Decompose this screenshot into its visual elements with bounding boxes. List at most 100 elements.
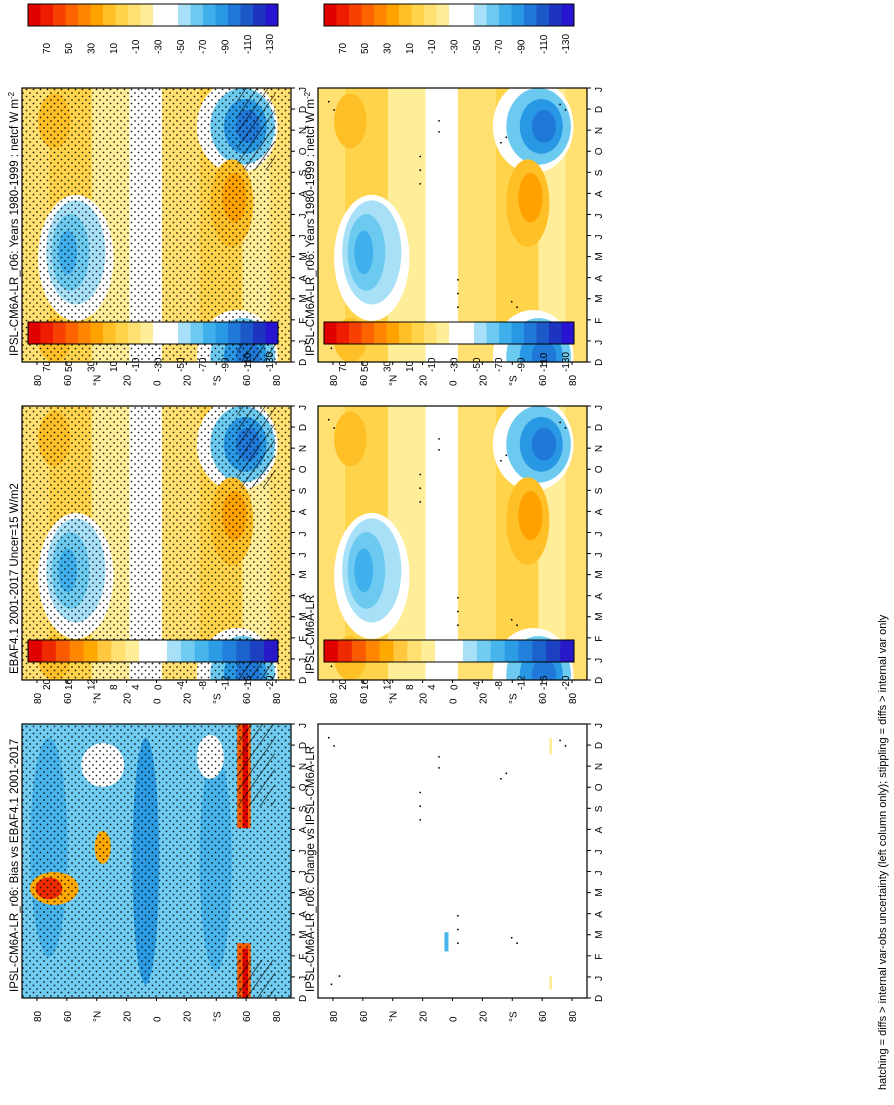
x-tick-label: J <box>298 87 309 92</box>
colorbar-cell <box>435 640 450 662</box>
colorbar-label: 70 <box>42 360 53 372</box>
stipple-dot <box>559 421 561 424</box>
colorbar-frame <box>27 3 279 27</box>
colorbar-cell <box>462 640 478 662</box>
x-tick-label: M <box>298 612 309 620</box>
colorbar-cell <box>374 4 387 26</box>
colorbar-label: 70 <box>338 360 349 372</box>
x-tick-label: J <box>594 235 605 240</box>
x-tick-label: J <box>594 340 605 345</box>
colorbar-cell <box>361 4 375 26</box>
colorbar-cell <box>115 4 129 26</box>
field-contour <box>531 658 557 680</box>
field-band <box>457 406 496 680</box>
stipple-dot <box>456 610 459 613</box>
stipple-dot <box>333 109 336 111</box>
colorbar-cell <box>40 322 54 344</box>
x-tick-label: M <box>594 612 605 620</box>
colorbar-cell <box>504 640 519 662</box>
y-tick-label: 60 <box>242 374 253 386</box>
x-tick-label: N <box>594 763 605 770</box>
colorbar-cell <box>449 640 464 662</box>
field-contour <box>436 101 458 349</box>
colorbar-label: 8 <box>109 684 120 690</box>
stipple-dot <box>500 141 502 144</box>
stipple-dot <box>505 136 508 139</box>
colorbar-cell <box>222 640 237 662</box>
stipple-dot <box>333 427 336 429</box>
colorbar-label: 0 <box>153 684 164 690</box>
colorbar-cell <box>125 640 140 662</box>
stipple-dot <box>438 755 440 758</box>
y-tick-label: 60 <box>242 692 253 704</box>
field-contour <box>354 548 374 593</box>
colorbar-cell <box>399 322 412 344</box>
panel-top-right: IPSL-CM6A-LR_r06: Years 1980-1999 : netc… <box>303 3 605 386</box>
stipple-dot <box>516 942 518 945</box>
colorbar-cell <box>190 4 204 26</box>
y-tick-label: 60 <box>538 374 549 386</box>
colorbar-label: -10 <box>131 39 142 54</box>
colorbar-cell <box>386 4 400 26</box>
x-tick-label: M <box>298 930 309 938</box>
colorbar-cell <box>407 640 422 662</box>
colorbar-label: 50 <box>360 360 371 372</box>
y-tick-label: 20 <box>123 1010 134 1022</box>
y-tick-label: 60 <box>359 1010 370 1022</box>
colorbar-cell <box>53 322 66 344</box>
colorbar-label: -50 <box>472 39 483 54</box>
x-tick-label: J <box>298 340 309 345</box>
colorbar-cell <box>421 640 436 662</box>
panel-bottom-left: IPSL-CM6A-LR_r06: Bias vs EBAF4.1 2001-2… <box>9 639 309 1022</box>
y-tick-label: °N <box>93 375 104 386</box>
colorbar-label: -16 <box>539 675 550 690</box>
colorbar-label: -110 <box>243 352 254 372</box>
field-contour <box>549 737 553 755</box>
y-tick-label: 80 <box>329 374 340 386</box>
x-tick-label: F <box>594 318 605 324</box>
y-tick-label: 0 <box>449 698 460 704</box>
colorbar-cell <box>336 322 350 344</box>
x-tick-label: F <box>594 954 605 960</box>
y-tick-label: 20 <box>182 692 193 704</box>
colorbar-label: -30 <box>153 357 164 372</box>
y-tick-label: 20 <box>419 692 430 704</box>
y-tick-label: 80 <box>568 692 579 704</box>
colorbar-cell <box>103 322 116 344</box>
x-tick-label: J <box>594 871 605 876</box>
x-tick-label: A <box>298 911 309 918</box>
stipple-dot <box>500 777 502 780</box>
colorbar-cell <box>351 640 366 662</box>
colorbar-label: 50 <box>64 42 75 54</box>
x-tick-label: J <box>594 723 605 728</box>
colorbar-cell <box>499 4 512 26</box>
x-tick-label: J <box>594 213 605 218</box>
heatmap-field <box>22 406 291 680</box>
y-tick-label: 20 <box>123 374 134 386</box>
colorbar-cell <box>324 640 339 662</box>
y-tick-label: 80 <box>329 1010 340 1022</box>
stipple-dot <box>419 183 422 185</box>
colorbar-cell <box>83 640 98 662</box>
colorbar-label: 30 <box>87 360 98 372</box>
x-tick-label: J <box>298 723 309 728</box>
colorbar-cell <box>365 640 380 662</box>
x-tick-label: J <box>594 405 605 410</box>
panel-title: IPSL-CM6A-LR_r06: Years 1980-1999 : netc… <box>7 91 21 356</box>
x-tick-label: D <box>298 424 309 431</box>
colorbar-cell <box>203 322 216 344</box>
stipple-dot <box>327 100 330 103</box>
colorbar-cell <box>41 640 57 662</box>
colorbar-label: -12 <box>516 675 527 690</box>
colorbar-cell <box>336 4 350 26</box>
field-band <box>318 724 587 998</box>
colorbar-cell <box>349 322 362 344</box>
panel-bottom-right: IPSL-CM6A-LR_r06: Change vs IPSL-CM6A-LR… <box>305 639 605 1022</box>
y-tick-label: 20 <box>182 1010 193 1022</box>
stipple-dot <box>516 306 518 309</box>
x-tick-label: J <box>298 849 309 854</box>
colorbar-label: -70 <box>198 357 209 372</box>
colorbar-label: -4 <box>472 681 483 690</box>
x-tick-label: D <box>594 424 605 431</box>
y-tick-label: 60 <box>242 1010 253 1022</box>
